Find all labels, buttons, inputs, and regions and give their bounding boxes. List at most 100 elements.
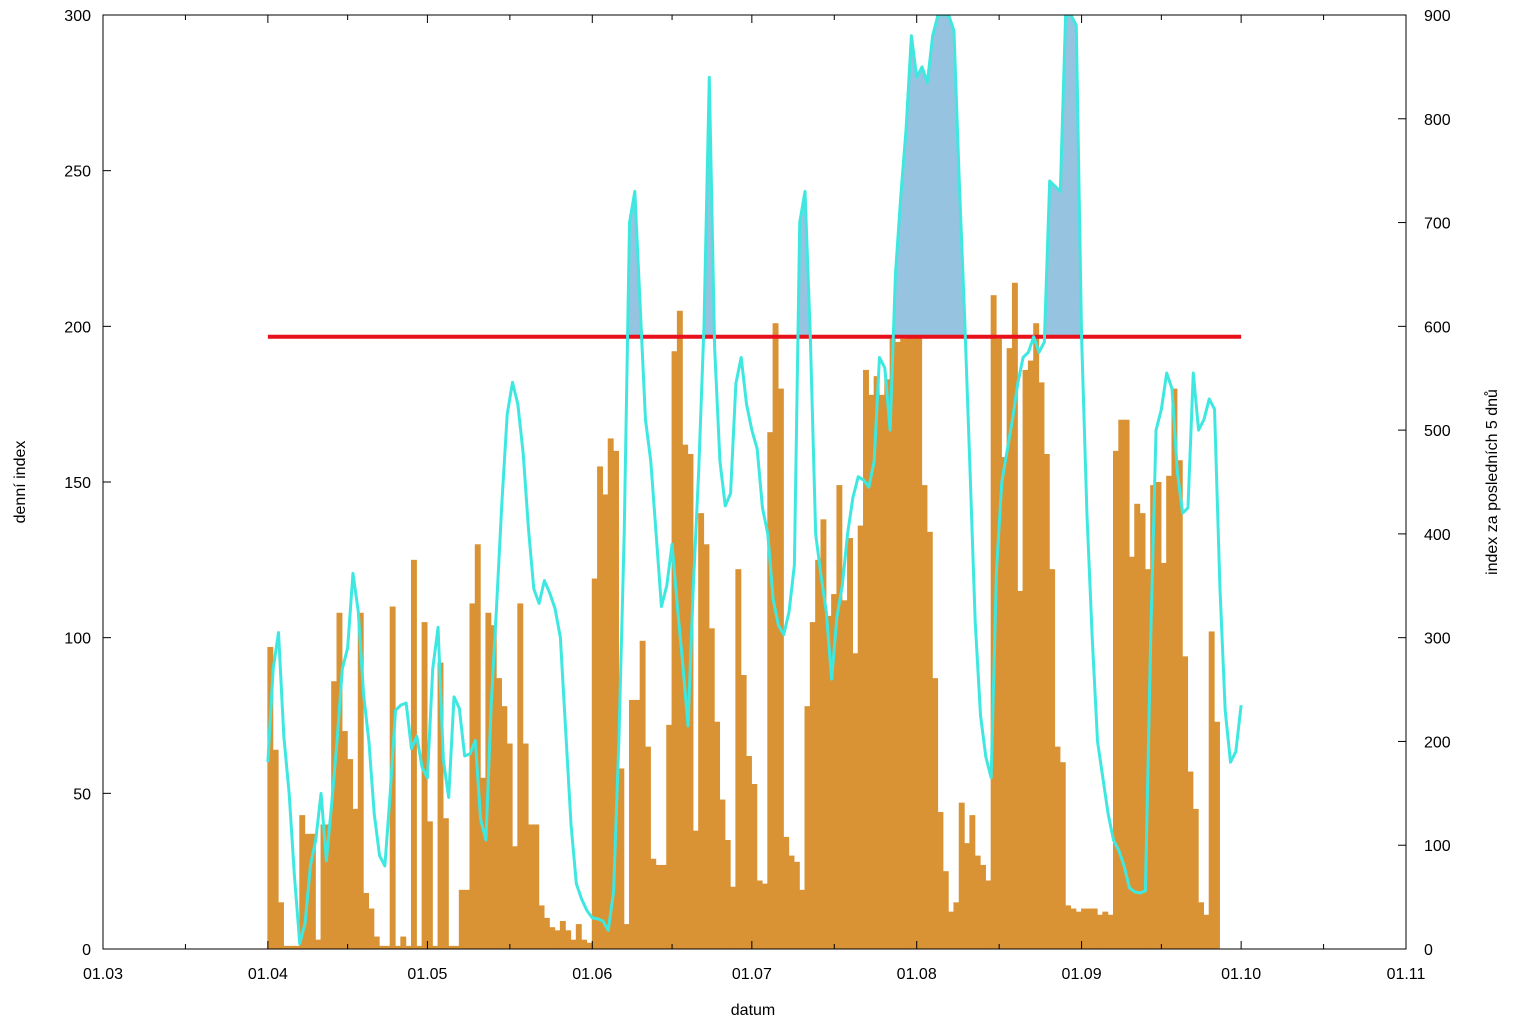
bar [1011,282,1018,949]
bar [1155,482,1162,949]
y-tick-label: 100 [64,631,91,648]
fill-above-threshold [627,191,642,337]
bar [1038,382,1045,949]
y2-axis-label: index za posledních 5 dnů [1483,389,1501,575]
bar [948,911,955,949]
bar [746,755,752,949]
bar [964,843,970,949]
bar [692,830,699,949]
bar [405,945,412,949]
bar [1187,771,1194,949]
bar [644,746,651,949]
bar [942,871,949,949]
bar [878,394,885,949]
bar [272,749,279,949]
bar [788,855,795,949]
bar [761,883,768,949]
y2-tick-label: 0 [1424,942,1433,959]
bar [1022,369,1029,949]
bar [591,578,598,949]
bar [1027,360,1034,949]
bar [506,743,513,949]
bar [331,681,338,949]
bar [995,338,1002,949]
y2-tick-label: 200 [1424,734,1451,751]
bar [916,329,923,949]
bar [1128,556,1135,949]
bar [533,824,540,949]
bar [559,920,566,949]
bar [756,880,763,949]
x-tick-label: 01.09 [1062,966,1102,983]
bar [799,889,806,949]
bar [341,731,348,949]
bar [453,945,460,949]
bar [708,628,715,949]
bar [836,485,843,949]
bar [809,622,816,949]
bar [894,341,901,949]
bar [1033,323,1040,949]
x-tick-label: 01.08 [897,966,937,983]
bar [1166,475,1173,949]
bar [1171,388,1178,949]
bar [884,379,891,949]
bar [549,927,556,949]
y-tick-label: 150 [64,475,91,492]
bar [1006,348,1013,949]
bar [1086,908,1093,949]
bar [320,824,327,949]
bar [1070,908,1077,949]
bar [847,538,853,949]
bar [602,494,609,949]
bar [416,945,423,949]
bar [565,930,572,949]
bar [1017,590,1024,949]
bar [671,351,678,949]
bar [288,945,295,949]
bar [410,559,417,949]
y2-tick-label: 600 [1424,319,1451,336]
x-tick-label: 01.10 [1221,966,1261,983]
bar [352,808,359,949]
bar [448,945,455,949]
bar [660,864,667,949]
fill-above-threshold [1044,15,1082,337]
bar [474,544,481,949]
bar [937,812,944,949]
y2-tick-label: 300 [1424,631,1451,648]
bar [698,513,705,949]
y-tick-label: 50 [73,786,91,803]
bar [751,783,758,949]
bar [554,930,561,949]
bar [889,338,896,949]
bar [586,942,593,949]
bar [1107,914,1114,949]
bar [309,833,316,949]
bar [719,799,726,949]
bar [426,821,433,949]
bar [432,945,439,949]
bar [325,824,332,949]
bar [373,936,380,949]
bar [804,706,811,949]
y2-tick-label: 400 [1424,527,1451,544]
bar [831,594,838,949]
bar [522,743,529,949]
bar [379,945,385,949]
bar [841,600,848,949]
bar [703,544,710,949]
bar [655,864,662,949]
y2-tick-label: 100 [1424,838,1451,855]
bar [820,519,827,949]
bar [1123,419,1130,949]
y-tick-label: 300 [64,8,91,25]
plot-area [266,15,1243,949]
bar [1208,631,1215,949]
bar [1214,721,1220,949]
bar [868,394,875,949]
bar [910,332,917,949]
bar [538,905,545,949]
bar [825,615,832,949]
bar [575,924,582,949]
